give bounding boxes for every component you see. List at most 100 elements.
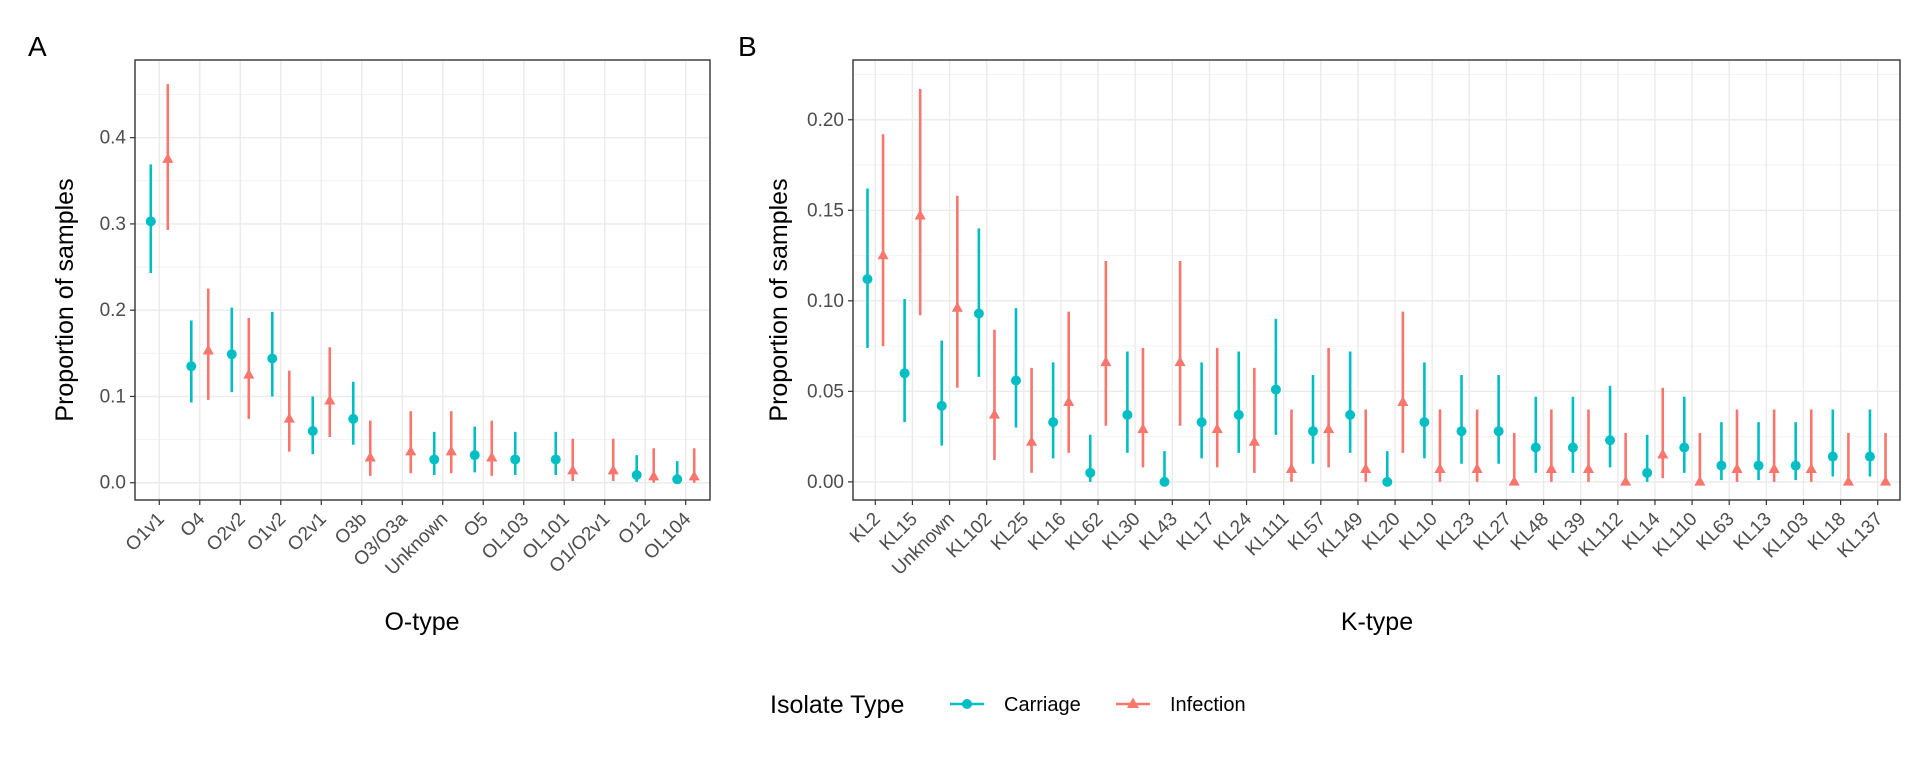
panel-a-letter: A (28, 31, 47, 62)
panel-b-carriage-point (1122, 409, 1133, 420)
panel-a-y-tick-label: 0.3 (100, 214, 126, 235)
panel-b-carriage-point (973, 308, 984, 319)
panel-b-y-tick-label: 0.05 (807, 381, 844, 402)
panel-b-carriage-point (1010, 375, 1021, 386)
panel-a-carriage-point (226, 349, 237, 360)
panel-a-carriage-point (631, 469, 642, 480)
panel-b-infection-point (1063, 396, 1075, 406)
panel-b-y-tick-label: 0.15 (807, 200, 844, 221)
panel-b-infection-point (988, 408, 1001, 419)
panel-b-carriage-point (1679, 442, 1690, 453)
panel-b-infection-point (1174, 356, 1186, 367)
panel-b-infection-point (1211, 423, 1223, 434)
panel-b-carriage-point (862, 274, 873, 285)
panel-b-carriage-point (1864, 451, 1875, 462)
panel-b-infection-point (1360, 463, 1372, 473)
panel-b-carriage-point (1345, 409, 1356, 420)
panel-a-infection-point (648, 470, 660, 481)
panel-b-infection-point (1657, 448, 1669, 459)
panel-b-infection-point (1694, 475, 1706, 486)
legend-infection-label: Infection (1170, 694, 1246, 716)
panel-b-carriage-point (1753, 460, 1764, 471)
panel-a-carriage-point (145, 216, 156, 227)
panel-b-plot-background (853, 60, 1900, 500)
panel-a-carriage-point (469, 450, 480, 461)
panel-a-carriage-point (672, 474, 683, 485)
panel-b-infection-point (914, 209, 926, 220)
panel-b-infection-point (1508, 475, 1520, 486)
panel-b-infection-point (1620, 475, 1632, 486)
panel-a-y-axis-title: Proportion of samples (51, 178, 79, 421)
panel-a-infection-point (243, 368, 255, 379)
panel-b-infection-point (1248, 435, 1260, 446)
panel-a-infection-point (445, 445, 457, 456)
panel-a-carriage-point (307, 425, 318, 436)
panel-a-y-tick-label: 0.1 (100, 386, 126, 407)
panel-b-infection-point (1397, 396, 1409, 406)
panel-b-carriage-point (1308, 426, 1319, 437)
legend-infection-marker (1127, 697, 1139, 708)
panel-a-carriage-point (267, 353, 278, 364)
panel-b-carriage-point (1827, 451, 1838, 462)
panel-b-infection-point (1582, 463, 1595, 473)
panel-b-carriage-point (1605, 435, 1616, 446)
panel-b-infection-point (1434, 463, 1446, 473)
legend-item-infection: Infection (1116, 694, 1246, 716)
panel-b-carriage-point (1382, 476, 1393, 487)
panel-b-carriage-point (1048, 417, 1059, 428)
panel-a-panel-border (134, 59, 711, 501)
panel-b-y-axis-title: Proportion of samples (765, 178, 793, 421)
panel-b-carriage-point (1530, 442, 1541, 453)
legend-title: Isolate Type (770, 691, 904, 719)
panel-b-carriage-point (1456, 426, 1467, 437)
panel-b-carriage-point (1642, 467, 1653, 478)
panel-b-infection-point (1731, 463, 1743, 473)
panel-b-y-tick-label: 0.00 (807, 472, 844, 493)
panel-b-carriage-point (1419, 417, 1430, 428)
legend-item-carriage: Carriage (950, 694, 1081, 716)
panel-a-infection-point (607, 464, 619, 475)
panel-b-carriage-point (1233, 409, 1244, 420)
panel-b-carriage-point (1196, 417, 1207, 428)
panel-b-infection-point (877, 249, 889, 260)
panel-a-y-tick-label: 0.4 (100, 128, 127, 149)
panel-a-carriage-point (348, 413, 359, 424)
panel-b-infection-point (1471, 463, 1483, 473)
panel-b-infection-point (1879, 475, 1892, 486)
panel-b-carriage-point (899, 368, 910, 379)
panel-b-carriage-point (1716, 460, 1727, 471)
panel-a-infection-point (162, 153, 174, 163)
panel-b-infection-point (1100, 356, 1112, 367)
panel-b-carriage-point (1567, 442, 1578, 453)
panel-b-carriage-point (1270, 384, 1281, 395)
panel-b-infection-point (1545, 463, 1557, 473)
legend-carriage-label: Carriage (1004, 694, 1081, 716)
panel-a-infection-point (486, 451, 498, 462)
panel-b-y-tick-label: 0.20 (807, 110, 844, 131)
panel-b-carriage-point (1085, 467, 1096, 478)
panel-b-infection-point (1805, 463, 1817, 473)
panel-a-infection-point (405, 445, 417, 456)
panel-a-carriage-point (510, 454, 521, 465)
panel-b-infection-point (1026, 435, 1038, 446)
panel-a-y-tick-label: 0.2 (100, 300, 126, 321)
panel-b-carriage-point (1790, 460, 1801, 471)
panel-a-plot-background (135, 60, 710, 500)
legend: Isolate Type Carriage Infection (770, 691, 1246, 719)
panel-b-infection-point (1323, 423, 1335, 434)
panel-a-infection-point (567, 464, 579, 475)
panel-b-x-axis-title: K-type (1341, 608, 1413, 636)
panel-b-letter: B (738, 31, 757, 62)
panel-a-infection-point (202, 344, 214, 355)
panel-a-y-tick-label: 0.0 (100, 473, 126, 494)
legend-carriage-marker (962, 699, 972, 709)
panel-b-infection-point (1137, 423, 1149, 434)
panel-b-carriage-point (1159, 476, 1170, 487)
panel-a-infection-point (283, 412, 295, 423)
panel-b-infection-point (1842, 475, 1854, 486)
panel-a-carriage-point (186, 361, 197, 372)
panel-a-infection-point (324, 394, 336, 405)
panel-b-carriage-point (936, 400, 947, 411)
panel-b-infection-point (1768, 463, 1780, 473)
